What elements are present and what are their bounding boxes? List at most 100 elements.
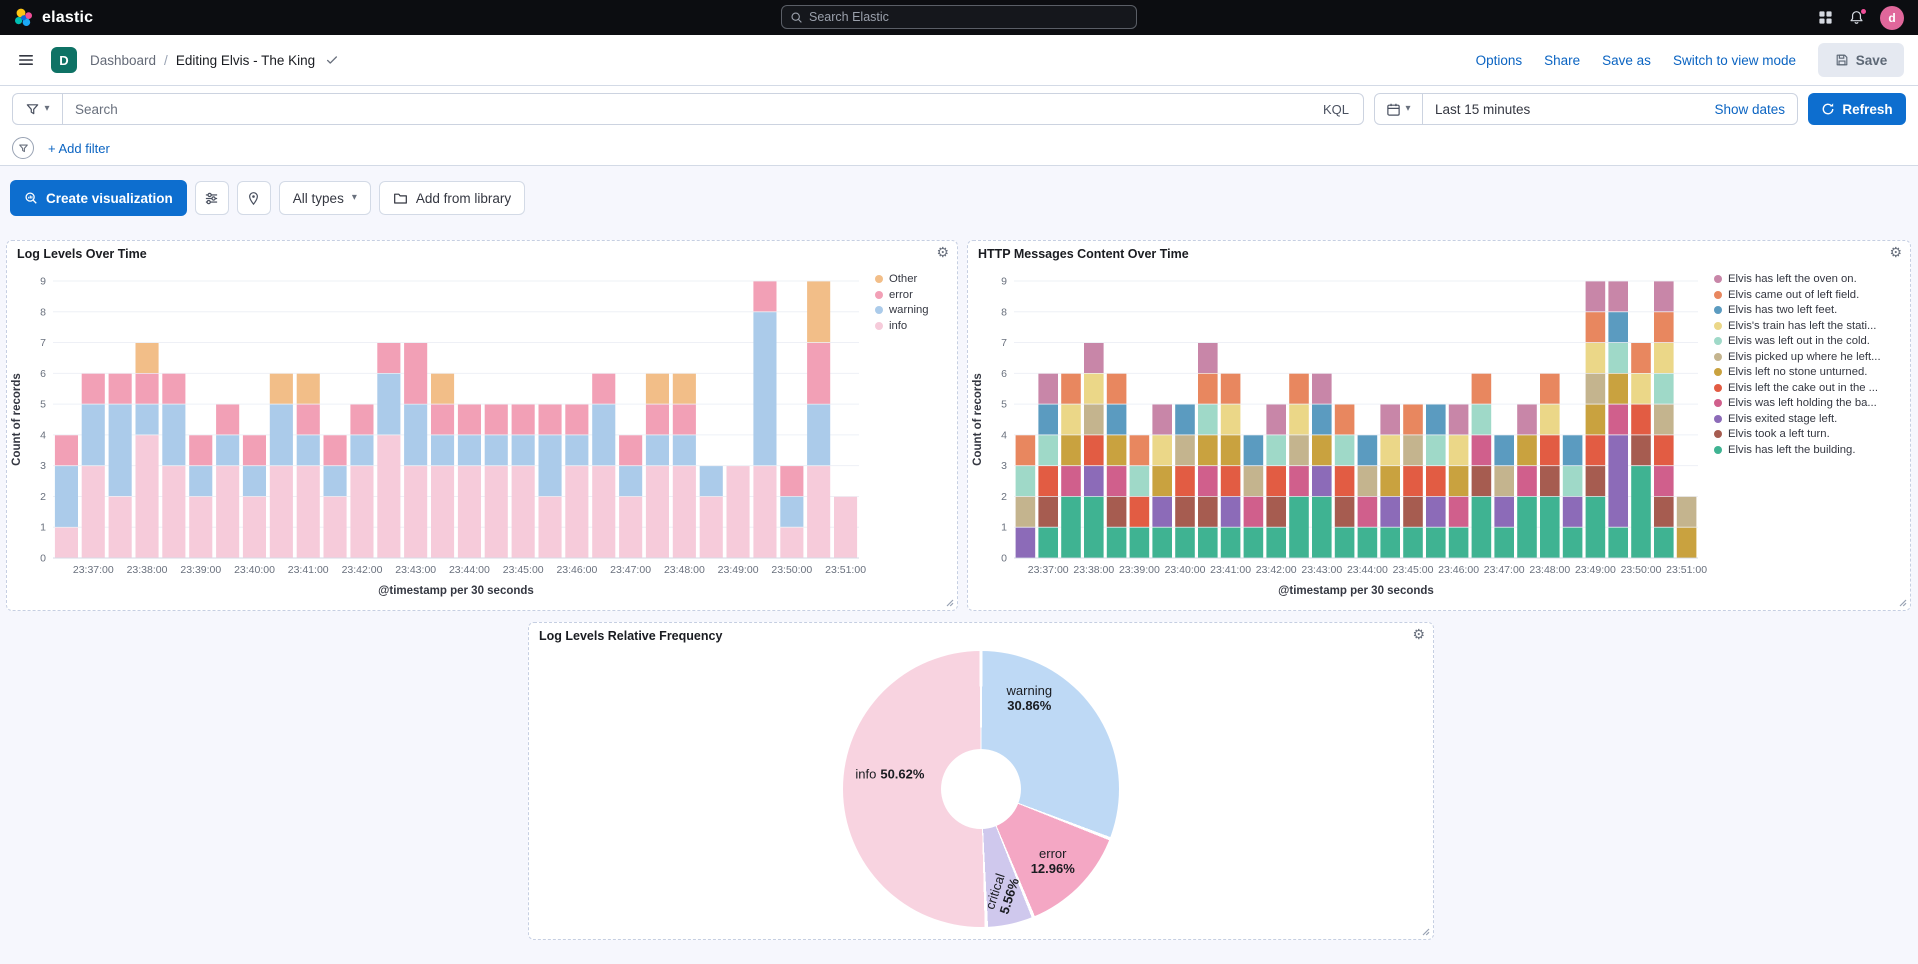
global-search-box[interactable] (781, 5, 1137, 29)
svg-text:5: 5 (40, 399, 46, 411)
edit-title-check-icon[interactable] (325, 53, 339, 67)
kql-syntax-button[interactable]: KQL (1309, 94, 1363, 124)
page-title[interactable]: Editing Elvis - The King (175, 52, 316, 68)
annotation-pin-icon-button[interactable] (236, 181, 271, 215)
legend-swatch (1714, 430, 1722, 438)
legend-swatch (1714, 337, 1722, 345)
share-link[interactable]: Share (1544, 52, 1581, 68)
saved-query-menu-button[interactable]: ▾ (13, 94, 63, 124)
user-avatar[interactable]: d (1880, 5, 1904, 30)
svg-text:23:50:00: 23:50:00 (1621, 564, 1662, 576)
pie-label-info: info 50.62% (855, 766, 925, 782)
save-button[interactable]: Save (1818, 43, 1904, 77)
svg-text:23:48:00: 23:48:00 (664, 564, 705, 576)
legend-item[interactable]: Elvis has left the oven on. (1714, 273, 1904, 285)
apps-grid-icon[interactable] (1818, 10, 1833, 25)
pie-label-warning: warning 30.86% (1006, 683, 1053, 714)
resize-handle-icon[interactable] (1419, 925, 1431, 937)
elastic-logo[interactable]: elastic (14, 8, 93, 28)
resize-handle-icon[interactable] (1896, 596, 1908, 608)
chart-legend: Other error warning info (869, 269, 955, 602)
create-visualization-button[interactable]: Create visualization (10, 180, 187, 216)
menu-hamburger-icon[interactable] (14, 48, 38, 72)
add-from-library-button[interactable]: Add from library (378, 181, 526, 215)
legend-item[interactable]: Elvis exited stage left. (1714, 413, 1904, 425)
svg-text:23:46:00: 23:46:00 (556, 564, 597, 576)
svg-text:23:45:00: 23:45:00 (1393, 564, 1434, 576)
legend-swatch (1714, 352, 1722, 361)
add-filter-link[interactable]: + Add filter (48, 140, 110, 156)
chevron-down-icon: ▾ (1405, 103, 1411, 114)
svg-text:23:45:00: 23:45:00 (503, 564, 544, 576)
legend-item[interactable]: error (875, 289, 951, 301)
panel-log-levels-relative-frequency[interactable]: Log Levels Relative Frequency ⚙ warning 3… (528, 622, 1434, 940)
panel-http-messages-over-time[interactable]: HTTP Messages Content Over Time ⚙ 0 1 2 3 4 5… (967, 240, 1911, 611)
switch-to-view-mode-link[interactable]: Switch to view mode (1672, 52, 1796, 68)
legend-item[interactable]: Elvis has two left feet. (1714, 304, 1904, 316)
chart-plot-area: 0 1 2 3 4 5 6 7 8 9 23:37:00 23:38:00 23:39:00 23:40:… (9, 269, 869, 602)
svg-text:23:41:00: 23:41:00 (1210, 564, 1251, 576)
edit-controls-icon-button[interactable] (194, 181, 229, 215)
panel-title: Log Levels Relative Frequency (539, 629, 723, 643)
resize-handle-icon[interactable] (943, 596, 955, 608)
svg-text:23:50:00: 23:50:00 (771, 564, 812, 576)
global-search-input[interactable] (809, 10, 1128, 24)
all-types-dropdown[interactable]: All types ▾ (278, 181, 371, 215)
svg-text:9: 9 (1001, 276, 1007, 288)
breadcrumb-dashboard-link[interactable]: Dashboard (90, 52, 157, 68)
legend-item[interactable]: Elvis's train has left the stati... (1714, 320, 1904, 332)
panel-settings-gear-icon[interactable]: ⚙ (936, 244, 949, 260)
legend-item[interactable]: Other (875, 273, 951, 285)
panel-settings-gear-icon[interactable]: ⚙ (1412, 626, 1425, 642)
calendar-menu-button[interactable]: ▾ (1375, 94, 1423, 124)
svg-text:23:38:00: 23:38:00 (127, 564, 168, 576)
legend-item[interactable]: info (875, 320, 951, 332)
svg-text:23:51:00: 23:51:00 (825, 564, 866, 576)
panel-drag-handle[interactable]: Log Levels Relative Frequency (539, 629, 722, 643)
notifications-bell-icon[interactable] (1849, 8, 1867, 25)
panel-drag-handle[interactable]: HTTP Messages Content Over Time (978, 247, 1189, 261)
svg-text:23:46:00: 23:46:00 (1438, 564, 1479, 576)
legend-item[interactable]: Elvis has left the building. (1714, 444, 1904, 456)
svg-text:8: 8 (40, 306, 46, 318)
save-as-link[interactable]: Save as (1602, 52, 1651, 68)
legend-item[interactable]: Elvis left no stone unturned. (1714, 366, 1904, 378)
svg-text:23:49:00: 23:49:00 (718, 564, 759, 576)
svg-text:23:43:00: 23:43:00 (395, 564, 436, 576)
svg-text:23:40:00: 23:40:00 (1165, 564, 1206, 576)
pinned-filters-icon[interactable] (12, 137, 34, 159)
svg-text:0: 0 (1001, 553, 1007, 565)
svg-text:3: 3 (40, 460, 46, 472)
time-range-value[interactable]: Last 15 minutes (1435, 101, 1531, 117)
refresh-icon (1821, 102, 1835, 116)
chevron-down-icon: ▾ (44, 103, 50, 114)
legend-item[interactable]: Elvis took a left turn. (1714, 428, 1904, 440)
svg-text:4: 4 (40, 429, 46, 441)
dashboard-badge: D (51, 47, 77, 73)
svg-text:23:42:00: 23:42:00 (1256, 564, 1297, 576)
svg-text:Count of records: Count of records (972, 373, 984, 466)
svg-text:6: 6 (40, 368, 46, 380)
legend-swatch (875, 321, 883, 330)
svg-text:23:51:00: 23:51:00 (1666, 564, 1707, 576)
query-search-input[interactable] (63, 101, 1309, 117)
brand-name: elastic (42, 8, 94, 26)
legend-item[interactable]: Elvis came out of left field. (1714, 289, 1904, 301)
refresh-button[interactable]: Refresh (1808, 93, 1906, 125)
legend-item[interactable]: Elvis left the cake out in the ... (1714, 382, 1904, 394)
bar-chart-svg: 0 1 2 3 4 5 6 7 8 9 23:37:00 23:38:00 23:39:00 23:40:… (972, 276, 1707, 598)
pie-label-error: error 12.96% (1030, 846, 1075, 877)
legend-swatch (1714, 383, 1722, 392)
panel-settings-gear-icon[interactable]: ⚙ (1889, 244, 1902, 260)
panel-log-levels-over-time[interactable]: Log Levels Over Time ⚙ 0 1 2 3 4 5 6 7 8 9 23:37:0… (6, 240, 958, 611)
panel-drag-handle[interactable]: Log Levels Over Time (17, 247, 147, 261)
options-link[interactable]: Options (1475, 52, 1523, 68)
legend-item[interactable]: Elvis picked up where he left... (1714, 351, 1904, 363)
legend-item[interactable]: Elvis was left out in the cold. (1714, 335, 1904, 347)
show-dates-link[interactable]: Show dates (1714, 101, 1785, 117)
svg-text:Count of records: Count of records (11, 373, 23, 466)
legend-item[interactable]: warning (875, 304, 951, 316)
legend-item[interactable]: Elvis was left holding the ba... (1714, 397, 1904, 409)
bar-chart-svg: 0 1 2 3 4 5 6 7 8 9 23:37:00 23:38:00 23:39:00 23:40:… (11, 276, 866, 598)
svg-text:23:44:00: 23:44:00 (449, 564, 490, 576)
